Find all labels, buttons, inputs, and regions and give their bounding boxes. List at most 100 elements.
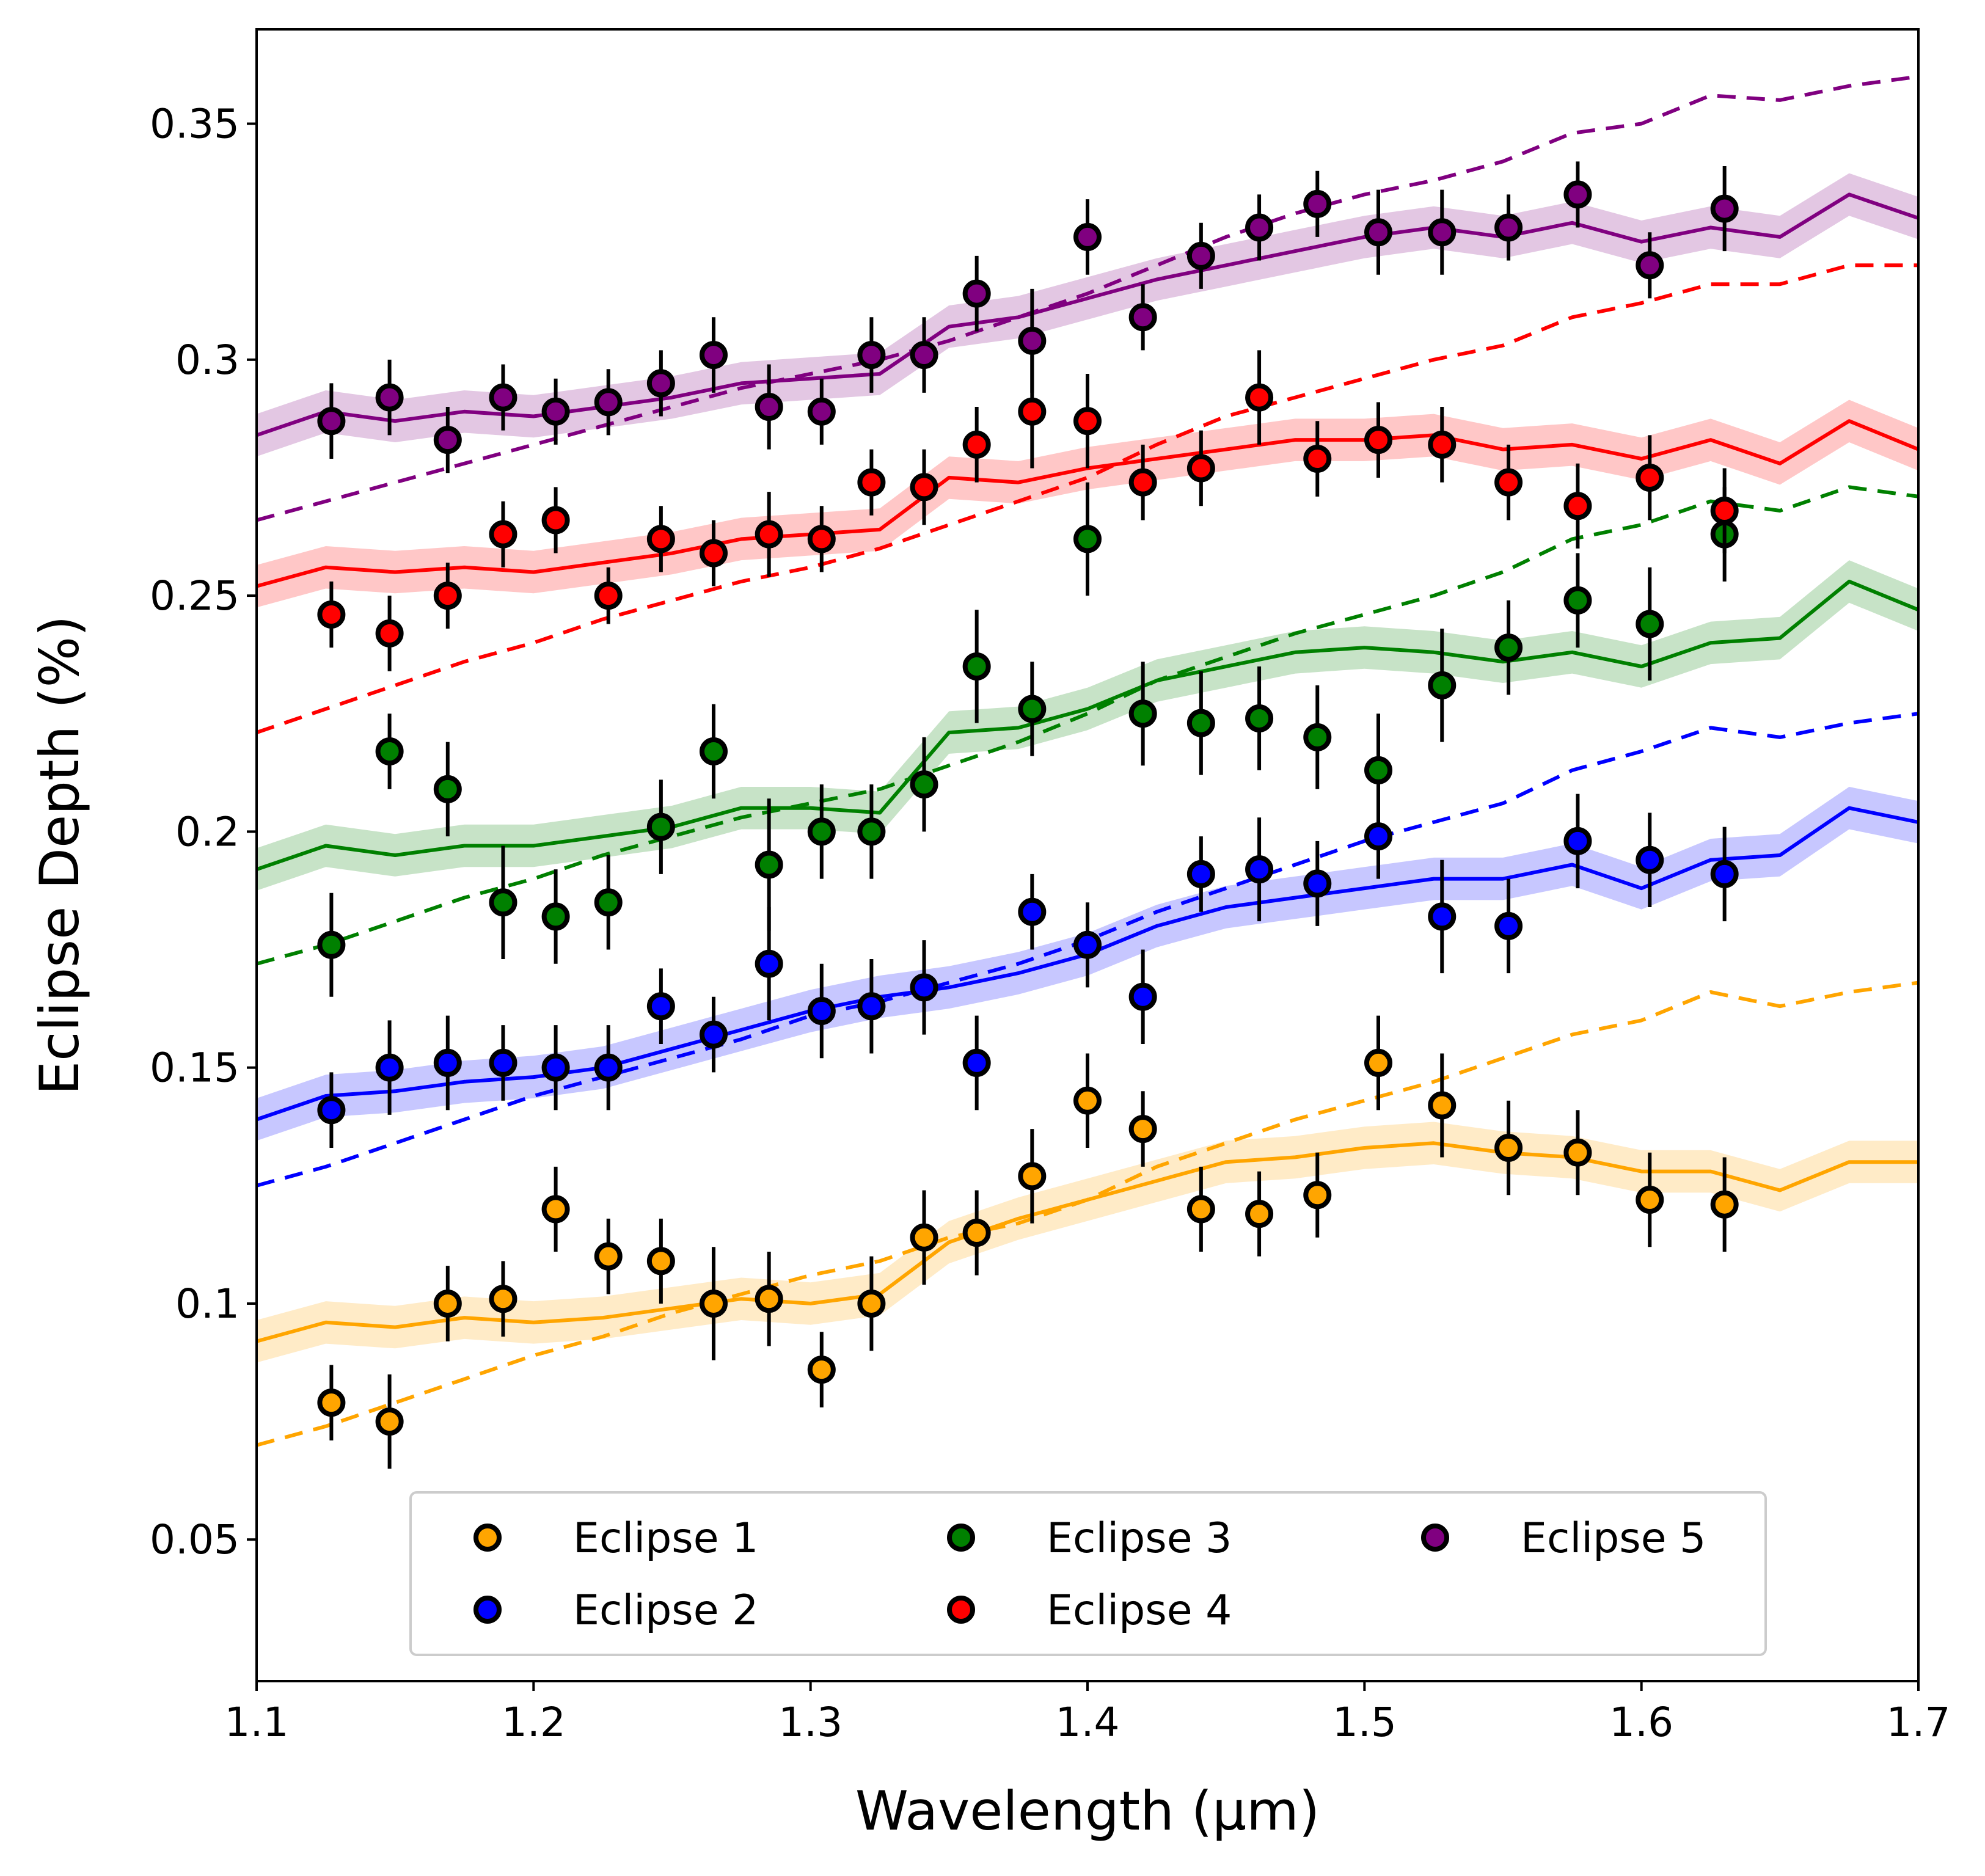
legend-label: Eclipse 1 (573, 1514, 758, 1563)
data-point (317, 1096, 346, 1125)
data-point (1563, 492, 1592, 520)
data-point (375, 383, 404, 412)
data-point (489, 1285, 517, 1313)
data-point (1186, 709, 1215, 737)
model-solid-eclipse-5 (257, 192, 1918, 437)
data-point (807, 525, 836, 553)
model-band-eclipse-1 (257, 1122, 1918, 1363)
data-point (962, 279, 991, 308)
data-point (594, 1053, 623, 1082)
data-point (594, 888, 623, 917)
legend-marker (473, 1524, 502, 1552)
data-point (1303, 189, 1332, 218)
data-point (541, 1195, 570, 1224)
model-solid-eclipse-3 (257, 579, 1918, 872)
x-tick-label: 1.3 (778, 1699, 843, 1746)
legend-label: Eclipse 5 (1521, 1514, 1706, 1563)
model-solid-eclipse-4 (257, 419, 1918, 588)
data-point (1494, 633, 1523, 662)
model-band-eclipse-4 (257, 400, 1918, 608)
y-tick-label: 0.15 (150, 1045, 239, 1092)
data-point (1364, 822, 1392, 851)
data-point (1073, 930, 1102, 959)
data-point (646, 369, 675, 398)
data-point (1128, 1115, 1157, 1144)
data-point (1018, 397, 1047, 426)
legend-marker (1421, 1524, 1449, 1552)
data-point (755, 393, 783, 422)
x-axis-ticks: 1.1 1.2 1.3 1.4 1.5 1.6 1.7 (225, 1681, 1951, 1746)
data-point (1073, 525, 1102, 553)
data-point (1128, 468, 1157, 497)
data-point (1245, 383, 1274, 412)
data-point (1364, 756, 1392, 784)
x-tick-label: 1.5 (1332, 1699, 1397, 1746)
legend-label: Eclipse 4 (1047, 1586, 1232, 1635)
data-point (962, 1048, 991, 1077)
data-point (433, 426, 462, 454)
data-point (1303, 869, 1332, 898)
data-point (1364, 426, 1392, 454)
data-point (1563, 827, 1592, 855)
points-eclipse-3 (317, 482, 1739, 997)
data-point (1073, 1086, 1102, 1115)
data-point (1018, 695, 1047, 723)
x-tick-label: 1.7 (1887, 1699, 1951, 1746)
legend: Eclipse 1 Eclipse 2 Eclipse 3 Eclipse 4 Ecli… (409, 1491, 1767, 1656)
model-dashed-eclipse-5 (257, 75, 1918, 522)
data-point (1303, 723, 1332, 751)
points-eclipse-1 (317, 1015, 1739, 1469)
data-point (1494, 468, 1523, 497)
y-tick-label: 0.35 (150, 101, 239, 148)
x-axis-label: Wavelength (μm) (855, 1779, 1320, 1842)
data-point (962, 430, 991, 459)
data-point (755, 850, 783, 879)
data-point (1018, 326, 1047, 355)
series-eclipse-4 (257, 263, 1918, 734)
data-point (1128, 699, 1157, 728)
data-point (317, 407, 346, 436)
data-point (1563, 180, 1592, 209)
data-point (1428, 430, 1457, 459)
data-point (910, 341, 938, 370)
data-point (1636, 610, 1664, 638)
data-point (1636, 845, 1664, 874)
data-point (646, 525, 675, 553)
data-point (1494, 1133, 1523, 1162)
data-point (1073, 407, 1102, 436)
data-point (1245, 213, 1274, 242)
data-point (857, 1289, 886, 1318)
data-point (1245, 855, 1274, 884)
data-point (1128, 303, 1157, 332)
x-tick-label: 1.6 (1609, 1699, 1673, 1746)
data-point (541, 506, 570, 535)
data-point (700, 539, 728, 568)
data-point (594, 1242, 623, 1271)
data-point (1245, 1200, 1274, 1228)
data-point (646, 1247, 675, 1276)
data-point (1018, 897, 1047, 926)
data-point (1563, 586, 1592, 615)
data-point (1710, 860, 1739, 888)
legend-marker (947, 1524, 975, 1552)
data-point (1636, 463, 1664, 492)
data-point (541, 1053, 570, 1082)
data-point (1303, 445, 1332, 473)
data-point (1018, 1162, 1047, 1191)
x-tick-label: 1.4 (1056, 1699, 1120, 1746)
data-point (317, 600, 346, 629)
data-point (1428, 218, 1457, 247)
data-point (910, 770, 938, 799)
data-point (375, 737, 404, 766)
plot-area (257, 75, 1918, 1469)
points-eclipse-2 (317, 794, 1739, 1148)
data-point (1428, 1091, 1457, 1120)
data-point (857, 817, 886, 846)
data-point (1494, 213, 1523, 242)
data-point (807, 817, 836, 846)
x-tick-label: 1.1 (225, 1699, 289, 1746)
y-tick-label: 0.1 (175, 1280, 239, 1327)
data-point (1710, 1190, 1739, 1219)
data-point (700, 1289, 728, 1318)
data-point (375, 1053, 404, 1082)
